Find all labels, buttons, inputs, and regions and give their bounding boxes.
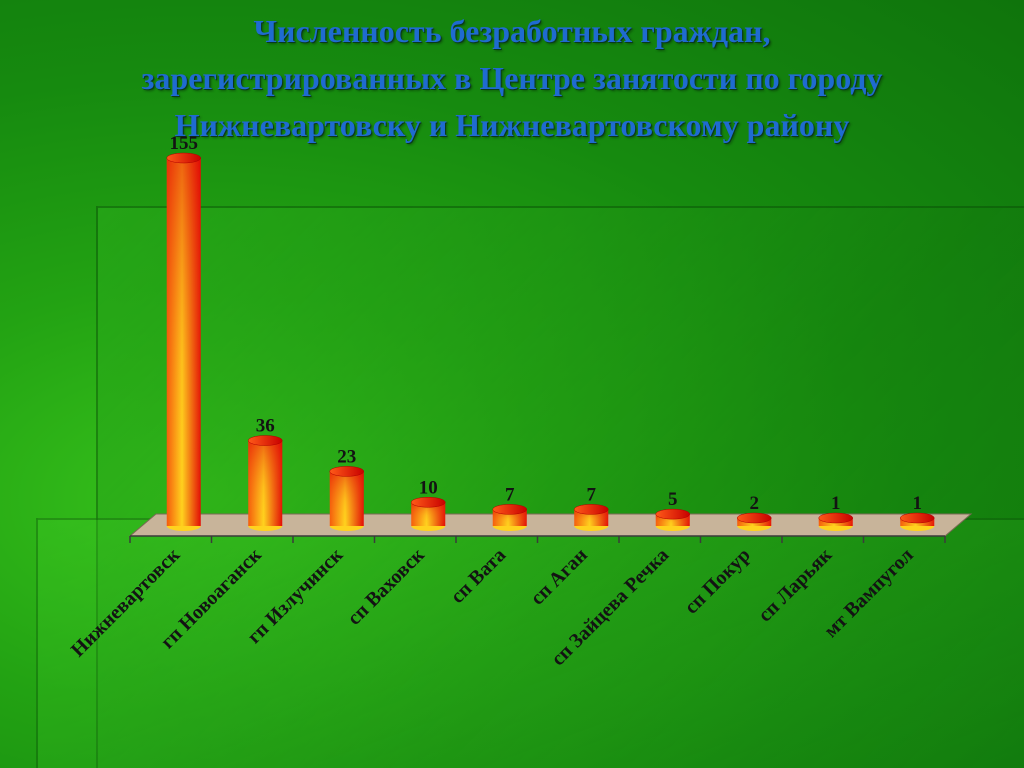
- category-label: сп Вата: [446, 544, 510, 608]
- data-label: 36: [256, 416, 275, 437]
- data-label: 1: [913, 493, 923, 514]
- data-label: 7: [587, 484, 597, 505]
- category-label: сп Ларьяк: [754, 544, 837, 627]
- data-label: 10: [419, 477, 438, 498]
- chart-title-line-1: Численность безработных граждан,: [253, 13, 771, 49]
- bar: [492, 504, 527, 531]
- bar: [411, 497, 446, 531]
- bar: [248, 435, 283, 531]
- bar: [737, 512, 772, 531]
- bar: [574, 504, 609, 531]
- data-label: 5: [668, 489, 678, 510]
- bar: [166, 152, 201, 531]
- bar: [655, 508, 690, 531]
- data-label: 7: [505, 484, 515, 505]
- chart-title: Численность безработных граждан, зарегис…: [0, 8, 1024, 149]
- data-label: 1: [831, 493, 841, 514]
- bar: [900, 512, 935, 531]
- bar: [818, 512, 853, 531]
- category-label: сп Ваховск: [343, 544, 429, 630]
- category-label: сп Покур: [680, 544, 754, 618]
- bar: [329, 466, 364, 531]
- data-label: 23: [337, 446, 356, 467]
- chart-title-line-3: Нижневартовску и Нижневартовскому району: [174, 107, 850, 143]
- chart-title-line-2: зарегистрированных в Центре занятости по…: [141, 60, 883, 96]
- category-label: сп Аган: [526, 544, 591, 609]
- data-label: 2: [750, 493, 760, 514]
- data-label: 155: [170, 133, 199, 154]
- chart-front-panel: [36, 518, 1024, 768]
